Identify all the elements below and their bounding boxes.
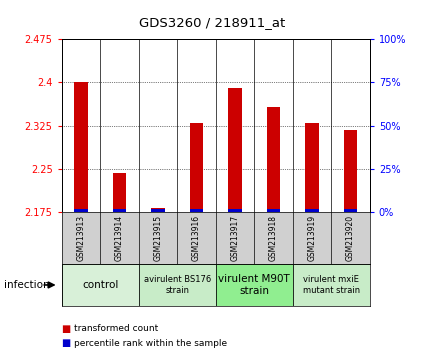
Text: GSM213920: GSM213920 [346,215,355,261]
Text: percentile rank within the sample: percentile rank within the sample [74,339,227,348]
Bar [151,209,164,212]
Bar [139,264,215,306]
Bar [293,264,370,306]
Bar [344,209,357,212]
Text: GSM213918: GSM213918 [269,215,278,261]
Text: GSM213915: GSM213915 [153,215,162,261]
Bar [74,209,88,212]
Text: GSM213919: GSM213919 [307,215,317,261]
Text: virulent mxiE
mutant strain: virulent mxiE mutant strain [303,275,360,295]
Bar [113,173,126,212]
Text: ■: ■ [62,338,71,348]
Bar [305,209,319,212]
Bar [62,264,139,306]
Text: GSM213913: GSM213913 [76,215,85,261]
Text: virulent M90T
strain: virulent M90T strain [218,274,290,296]
Bar [344,130,357,212]
Bar [228,88,242,212]
Text: GSM213916: GSM213916 [192,215,201,261]
Text: GSM213914: GSM213914 [115,215,124,261]
Text: control: control [82,280,118,290]
Bar [228,209,242,212]
Text: avirulent BS176
strain: avirulent BS176 strain [144,275,211,295]
Bar [74,82,88,212]
Text: GSM213917: GSM213917 [230,215,239,261]
Bar [113,209,126,212]
Bar [267,209,280,212]
Text: infection: infection [4,280,50,290]
Bar [267,107,280,212]
Bar [215,264,293,306]
Bar [190,123,203,212]
Bar [151,208,164,212]
Text: ■: ■ [62,324,71,333]
Bar [305,123,319,212]
Text: transformed count: transformed count [74,324,159,333]
Text: GDS3260 / 218911_at: GDS3260 / 218911_at [139,16,286,29]
Bar [190,209,203,212]
